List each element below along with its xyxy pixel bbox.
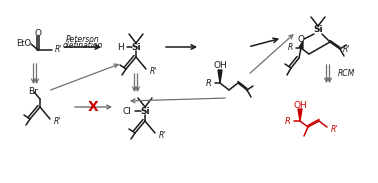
Text: olefination: olefination <box>63 42 103 51</box>
Text: R': R' <box>54 117 61 126</box>
Text: O: O <box>297 35 305 44</box>
Text: R: R <box>285 117 291 126</box>
Text: RCM: RCM <box>338 70 355 79</box>
Text: R': R' <box>343 46 350 55</box>
Text: OH: OH <box>293 100 307 109</box>
Text: Si: Si <box>140 107 150 115</box>
Text: H: H <box>117 42 124 51</box>
Polygon shape <box>299 41 303 48</box>
Text: Peterson: Peterson <box>66 36 100 44</box>
Text: Si: Si <box>131 42 141 51</box>
Text: R: R <box>288 44 293 53</box>
Text: R': R' <box>55 46 62 55</box>
Polygon shape <box>298 109 302 121</box>
Text: OH: OH <box>213 61 227 70</box>
Text: Br: Br <box>28 87 38 96</box>
Text: O: O <box>34 29 42 38</box>
Text: R': R' <box>150 66 157 76</box>
Text: R: R <box>206 79 212 87</box>
Text: R': R' <box>331 124 338 134</box>
Text: Si: Si <box>313 25 323 35</box>
Text: Cl: Cl <box>122 107 131 115</box>
Text: EtO: EtO <box>16 40 31 48</box>
Text: R': R' <box>159 130 166 139</box>
Polygon shape <box>218 70 222 83</box>
Text: X: X <box>88 100 98 114</box>
